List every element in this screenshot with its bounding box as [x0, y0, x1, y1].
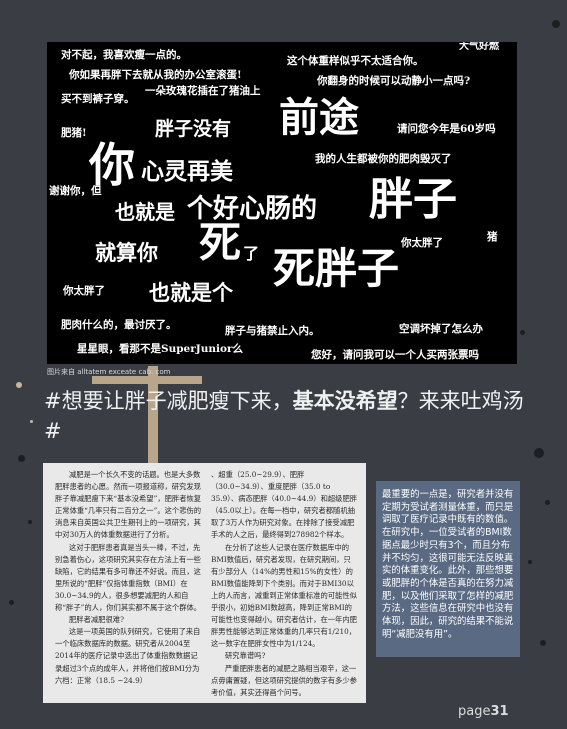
collage-phrase: 你 — [89, 138, 135, 192]
collage-phrase: 胖子 — [369, 174, 457, 225]
collage-phrase: 也就是 — [115, 200, 175, 224]
collage-phrase: 死 — [199, 218, 242, 267]
ink-splatter — [9, 600, 14, 605]
ink-splatter — [520, 330, 525, 335]
article-column-1: 减肥是一个长久不变的话题。也是大多数肥胖患者的心愿。然而一项报道称，研究发现胖子… — [55, 469, 202, 687]
collage-phrase: 了 — [243, 244, 260, 263]
collage-phrase: 空调坏掉了怎么办 — [399, 323, 483, 335]
collage-phrase: 前途 — [279, 94, 359, 141]
paragraph: 严重肥胖患者的减肥之路相当艰辛，这一点毋庸置疑，但这项研究提供的数字有多少参考价… — [211, 663, 357, 697]
paragraph: 这是一项英国的队列研究，它使用了来自一个临床数据库的数据。研究者从2004至20… — [55, 627, 201, 685]
collage-phrase: 这个体重样似乎不太适合你。 — [287, 55, 424, 67]
headline-text: ？来来吐鸡汤# — [44, 389, 524, 443]
collage-phrase: 你太胖了 — [63, 285, 105, 297]
collage-phrase: 你太胖了 — [401, 237, 443, 249]
headline-text: #想要让胖子减肥瘦下来， — [44, 389, 293, 413]
decorative-frame — [92, 376, 202, 384]
paragraph: 在分析了这些人记录在医疗数据库中的BMI数值后，研究者发现，在研究期间，只有少部… — [211, 542, 357, 649]
ink-splatter — [540, 640, 546, 646]
collage-phrase: 也就是个 — [149, 280, 233, 305]
sidebar-callout: 最重要的一点是，研究者并没有定期为受试者测量体重，而只是调取了医疗记录中既有的数… — [376, 481, 520, 657]
collage-phrase: 星星眼，看那不是SuperJunior么 — [77, 343, 244, 355]
sidebar-text: 最重要的一点是，研究者并没有定期为受试者测量体重，而只是调取了医疗记录中既有的数… — [382, 489, 514, 640]
collage-phrase: 你翻身的时候可以动静小一点吗? — [317, 75, 471, 87]
collage-phrase: 对不起，我喜欢瘦一点的。 — [61, 49, 187, 61]
page-number-value: 31 — [490, 704, 509, 719]
collage-phrase: 请问您今年是60岁吗 — [397, 123, 496, 135]
ink-splatter — [534, 448, 544, 458]
collage-phrase: 您好，请问我可以一个人买两张票吗 — [311, 349, 479, 361]
decorative-frame — [148, 366, 158, 486]
collage-phrase: 死胖子 — [273, 244, 400, 293]
collage-phrase: 胖子与猪禁止入内。 — [225, 325, 320, 337]
subheading: 肥胖者减肥很难? — [69, 615, 124, 625]
collage-phrase: 谢谢你，但 — [49, 185, 102, 197]
collage-phrase: 我的人生都被你的肥肉毁灭了 — [315, 153, 452, 165]
ink-splatter — [30, 420, 33, 423]
collage-phrase: 个好心肠的 — [187, 194, 318, 224]
page-label: page — [458, 704, 491, 719]
ink-splatter — [18, 455, 25, 462]
ink-splatter — [552, 20, 560, 28]
collage-phrase: 大气好燃 — [459, 42, 499, 52]
ink-splatter — [16, 382, 22, 388]
collage-phrase: 你如果再胖下去就从我的办公室滚蛋! — [69, 69, 242, 81]
paragraph: 减肥是一个长久不变的话题。也是大多数肥胖患者的心愿。然而一项报道称，研究发现胖子… — [55, 470, 202, 540]
paragraph: 这对于肥胖患者真是当头一棒，不过，先别急着伤心，这项研究其实存在方法上有一些缺陷… — [55, 542, 202, 613]
collage-phrase: 一朵玫瑰花插在了猪油上 — [145, 85, 261, 97]
headline-bold: 基本没希望 — [292, 389, 398, 413]
article-headline: #想要让胖子减肥瘦下来，基本没希望？来来吐鸡汤# — [44, 386, 524, 446]
ink-splatter — [528, 560, 532, 564]
ink-splatter — [28, 520, 32, 524]
collage-phrase: 肥猪! — [61, 127, 87, 139]
page-number: page31 — [458, 704, 509, 719]
collage-phrase: 就算你 — [95, 240, 158, 265]
collage-phrase: 胖子没有 — [155, 118, 232, 140]
collage-phrase: 猪 — [487, 231, 498, 243]
collage-phrase: 心灵再美 — [141, 158, 233, 185]
collage-phrase: 买不到裤子穿。 — [61, 93, 135, 105]
image-credit: 图片来自 alltatem exceate cab. com — [47, 368, 171, 376]
insult-word-collage: 对不起，我喜欢瘦一点的。 这个体重样似乎不太适合你。 大气好燃 你如果再胖下去就… — [47, 42, 517, 364]
subheading: 研究靠谱吗? — [225, 651, 266, 661]
paragraph: 、超重（25.0~29.9）、肥胖（30.0~34.9）、重度肥胖（35.0 t… — [211, 470, 358, 540]
article-body: 减肥是一个长久不变的话题。也是大多数肥胖患者的心愿。然而一项报道称，研究发现胖子… — [43, 463, 366, 703]
article-column-2: 、超重（25.0~29.9）、肥胖（30.0~34.9）、重度肥胖（35.0 t… — [211, 469, 358, 699]
collage-phrase: 肥肉什么的，最讨厌了。 — [61, 319, 177, 331]
ink-splatter — [545, 500, 550, 505]
